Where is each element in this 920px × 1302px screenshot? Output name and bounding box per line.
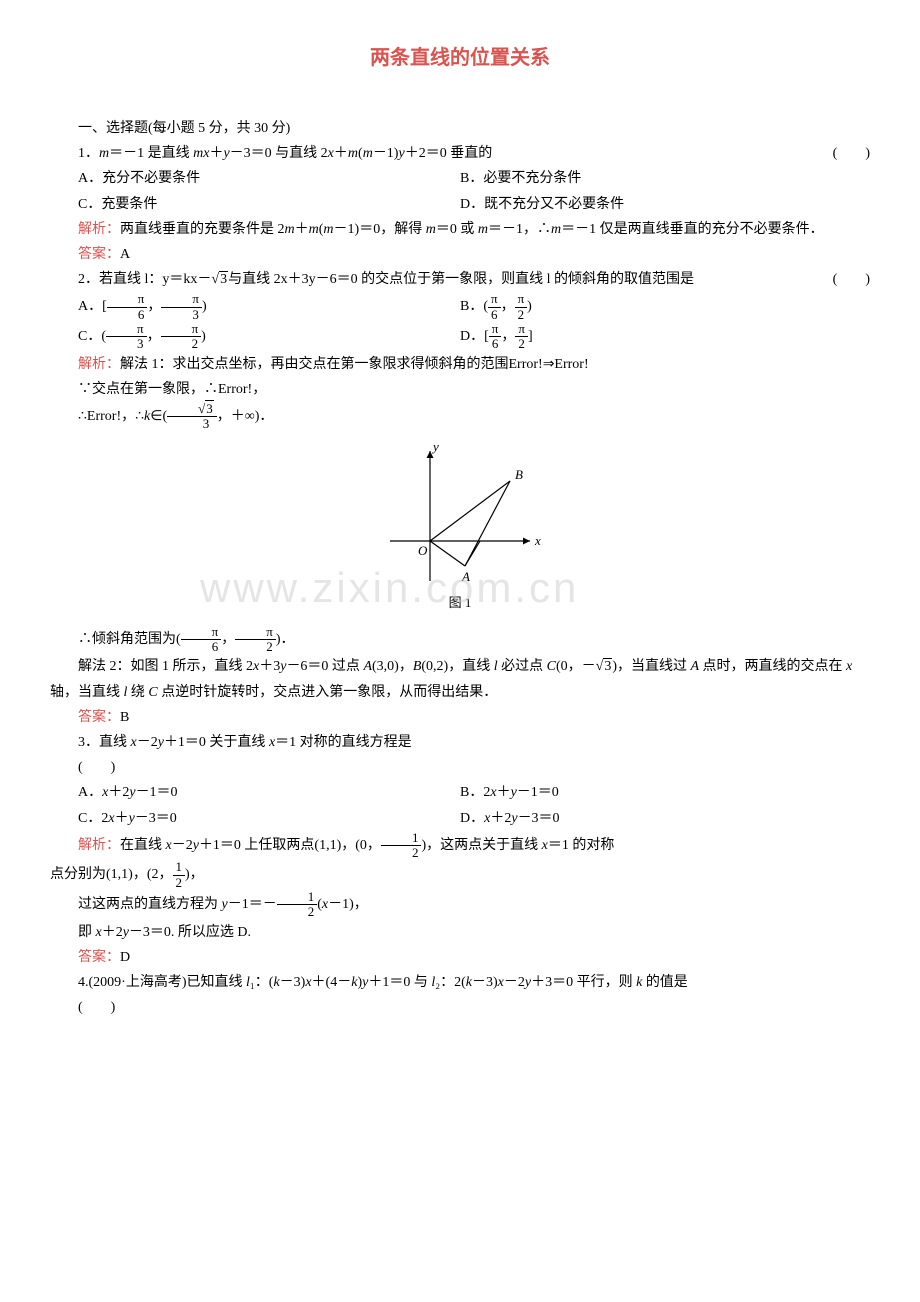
optC-pre: C．( [78,329,106,344]
q1-options-row2: C．充要条件 D．既不充分又不必要条件 [50,192,870,217]
q2-optA: A．[π6，π3) [50,292,460,322]
err2: Error! [218,382,252,397]
q3-ana2-end: )， [185,867,204,882]
optD-pre: D．[ [460,329,489,344]
answer-label: 答案： [78,710,120,725]
q2-answer: 答案：B [50,705,870,730]
line-AtoAxis [465,541,480,566]
analysis-label: 解析： [78,357,120,372]
q2-analysis4: ∴倾斜角范围为(π6，π2)． [50,625,870,655]
line-OA-below [430,541,465,566]
q2-options-row2: C．(π3，π2) D．[π6，π2] [50,322,870,352]
q2-blank: ( ) [805,267,870,292]
q3-blank: ( ) [50,755,870,780]
analysis-label: 解析： [78,222,120,237]
q3-ana1: 在直线 x－2y＋1＝0 上任取两点(1,1)，(0， [120,838,381,853]
B-label: B [515,467,523,482]
O-label: O [418,543,428,558]
err1: Error!⇒Error! [509,357,589,372]
q2-solution2: 解法 2：如图 1 所示，直线 2x＋3y－6＝0 过点 A(3,0)，B(0,… [50,654,870,704]
answer-label: 答案： [78,950,120,965]
analysis-label: 解析： [78,838,120,853]
answer-label: 答案： [78,247,120,262]
q1-answer: 答案：A [50,242,870,267]
q2-ana4-pre: ∴倾斜角范围为( [78,632,181,647]
q4-stem: 4.(2009·上海高考)已知直线 l₁：(k－3)x＋(4－k)y＋1＝0 与… [50,970,870,995]
line-OB [430,481,510,541]
q3-ana3-pre: 过这两点的直线方程为 y－1＝－ [78,897,277,912]
y-label: y [431,441,439,454]
q1-optA: A．充分不必要条件 [50,166,460,191]
optB-pre: B．( [460,299,488,314]
q3-optD: D．x＋2y－3＝0 [460,806,870,831]
q3-answer: 答案：D [50,945,870,970]
q1-analysis: 解析：两直线垂直的充要条件是 2m＋m(m－1)＝0，解得 m＝0 或 m＝－1… [50,217,870,242]
q1-analysis-text: 两直线垂直的充要条件是 2m＋m(m－1)＝0，解得 m＝0 或 m＝－1，∴m… [120,222,824,237]
q1-optC: C．充要条件 [50,192,460,217]
q2-optC: C．(π3，π2) [50,322,460,352]
q2-optB: B．(π6，π2) [460,292,870,322]
q1-options-row1: A．充分不必要条件 B．必要不充分条件 [50,166,870,191]
q3-ana1-end: )，这两点关于直线 x＝1 的对称 [421,838,614,853]
figure-1: x y O B A 图 1 [50,441,870,614]
section-heading: 一、选择题(每小题 5 分，共 30 分) [50,116,870,141]
q2-options-row1: A．[π6，π3) B．(π6，π2) [50,292,870,322]
q2-stem: 2．若直线 l：y＝kx－√3与直线 2x＋3y－6＝0 的交点位于第一象限，则… [50,267,870,292]
q2-analysis2: ∵交点在第一象限，∴Error!， [50,377,870,402]
line-AB [465,481,510,566]
q2-ana3-pre: ∴ [78,409,87,424]
q3-answer-text: D [120,950,130,965]
A-label: A [461,569,470,584]
q3-ana2-pre: 点分别为(1,1)，(2， [50,867,173,882]
q1-optB: B．必要不充分条件 [460,166,870,191]
q3-options-row2: C．2x＋y－3＝0 D．x＋2y－3＝0 [50,806,870,831]
q2-ana3-mid: ，∴k∈( [121,409,167,424]
q3-ana3-end: (x－1)， [317,897,368,912]
err3: Error! [87,409,121,424]
q3-analysis4: 即 x＋2y－3＝0. 所以应选 D. [50,920,870,945]
q3-optA: A．x＋2y－1＝0 [50,780,460,805]
q2-ana2-pre: ∵交点在第一象限，∴ [78,382,218,397]
page: 两条直线的位置关系 一、选择题(每小题 5 分，共 30 分) 1．m＝－1 是… [50,40,870,1020]
q1-optD: D．既不充分又不必要条件 [460,192,870,217]
q2-ana3-end: ，＋∞)． [217,409,274,424]
q4-blank: ( ) [50,995,870,1020]
q1-stem: 1．m＝－1 是直线 mx＋y－3＝0 与直线 2x＋m(m－1)y＋2＝0 垂… [50,141,870,166]
figure-label: 图 1 [50,591,870,614]
chart-svg: x y O B A [370,441,550,591]
q1-num: 1． [78,146,99,161]
q1-answer-text: A [120,247,130,262]
q2-ana4-end: )． [276,632,295,647]
q3-analysis2: 点分别为(1,1)，(2，12)， [50,860,870,890]
q2-analysis1: 解析：解法 1：求出交点坐标，再由交点在第一象限求得倾斜角的范围Error!⇒E… [50,352,870,377]
page-title: 两条直线的位置关系 [50,40,870,76]
q3-analysis3: 过这两点的直线方程为 y－1＝－12(x－1)， [50,890,870,920]
q1-blank: ( ) [805,141,870,166]
q3-analysis1: 解析：在直线 x－2y＋1＝0 上任取两点(1,1)，(0，12)，这两点关于直… [50,831,870,861]
q2-answer-text: B [120,710,129,725]
q2-analysis3: ∴Error!，∴k∈(√33，＋∞)． [50,402,870,432]
optA-pre: A．[ [78,299,107,314]
q2-ana1: 解法 1：求出交点坐标，再由交点在第一象限求得倾斜角的范围 [120,357,509,372]
q3-optC: C．2x＋y－3＝0 [50,806,460,831]
q3-stem: 3．直线 x－2y＋1＝0 关于直线 x＝1 对称的直线方程是 [50,730,870,755]
q2-optD: D．[π6，π2] [460,322,870,352]
x-label: x [534,533,541,548]
q2-sol2-pre: 解法 2：如图 1 所示，直线 2x＋3y－6＝0 过点 A(3,0)，B(0,… [78,659,596,674]
q2-pre: 2．若直线 l：y＝kx－ [78,272,211,287]
q2-mid: 与直线 2x＋3y－6＝0 的交点位于第一象限，则直线 l 的倾斜角的取值范围是 [228,272,694,287]
q3-options-row1: A．x＋2y－1＝0 B．2x＋y－1＝0 [50,780,870,805]
q3-optB: B．2x＋y－1＝0 [460,780,870,805]
